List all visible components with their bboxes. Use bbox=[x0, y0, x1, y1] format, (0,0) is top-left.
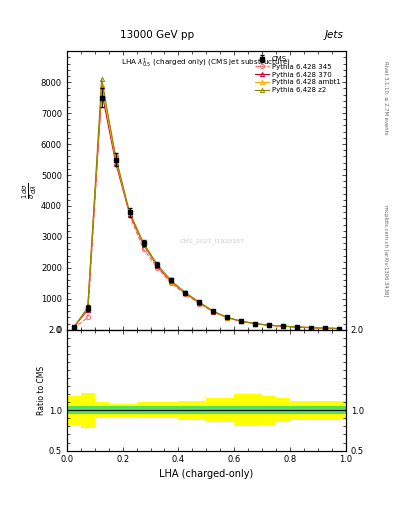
Pythia 6.428 370 bbox=[141, 242, 146, 248]
Pythia 6.428 370 bbox=[197, 300, 202, 306]
Pythia 6.428 z2 bbox=[72, 324, 76, 330]
Pythia 6.428 370 bbox=[225, 314, 230, 321]
Pythia 6.428 ambt1 bbox=[169, 279, 174, 285]
Pythia 6.428 z2 bbox=[225, 314, 230, 321]
Pythia 6.428 370 bbox=[113, 160, 118, 166]
Pythia 6.428 370 bbox=[99, 89, 104, 95]
Pythia 6.428 345 bbox=[225, 315, 230, 321]
Pythia 6.428 z2 bbox=[323, 325, 327, 331]
Pythia 6.428 z2 bbox=[183, 290, 188, 296]
Pythia 6.428 345 bbox=[85, 314, 90, 321]
Pythia 6.428 z2 bbox=[295, 324, 299, 330]
Pythia 6.428 ambt1 bbox=[85, 305, 90, 311]
Pythia 6.428 ambt1 bbox=[141, 241, 146, 247]
Pythia 6.428 345 bbox=[309, 325, 313, 331]
Pythia 6.428 ambt1 bbox=[309, 325, 313, 331]
Pythia 6.428 ambt1 bbox=[211, 308, 216, 314]
Pythia 6.428 345 bbox=[239, 318, 244, 325]
Pythia 6.428 345 bbox=[113, 154, 118, 160]
Pythia 6.428 370 bbox=[295, 324, 299, 330]
Pythia 6.428 ambt1 bbox=[323, 325, 327, 331]
Y-axis label: Ratio to CMS: Ratio to CMS bbox=[37, 366, 46, 415]
Pythia 6.428 345 bbox=[155, 265, 160, 271]
Pythia 6.428 345 bbox=[211, 309, 216, 315]
Pythia 6.428 370 bbox=[253, 321, 257, 327]
Line: Pythia 6.428 370: Pythia 6.428 370 bbox=[72, 90, 341, 331]
Pythia 6.428 z2 bbox=[85, 305, 90, 311]
Text: Jets: Jets bbox=[325, 30, 344, 40]
Pythia 6.428 370 bbox=[183, 290, 188, 296]
Pythia 6.428 ambt1 bbox=[295, 324, 299, 330]
Pythia 6.428 ambt1 bbox=[155, 262, 160, 268]
Pythia 6.428 370 bbox=[309, 325, 313, 331]
Line: Pythia 6.428 z2: Pythia 6.428 z2 bbox=[72, 77, 341, 331]
Text: mcplots.cern.ch [arXiv:1306.3436]: mcplots.cern.ch [arXiv:1306.3436] bbox=[383, 205, 388, 296]
Pythia 6.428 370 bbox=[155, 263, 160, 269]
Pythia 6.428 ambt1 bbox=[281, 323, 285, 329]
Pythia 6.428 ambt1 bbox=[239, 318, 244, 324]
Pythia 6.428 z2 bbox=[99, 76, 104, 82]
Pythia 6.428 345 bbox=[323, 325, 327, 331]
Pythia 6.428 z2 bbox=[141, 240, 146, 246]
Pythia 6.428 z2 bbox=[281, 323, 285, 329]
Pythia 6.428 345 bbox=[295, 324, 299, 330]
Pythia 6.428 345 bbox=[183, 291, 188, 297]
Pythia 6.428 z2 bbox=[155, 262, 160, 268]
Pythia 6.428 345 bbox=[99, 86, 104, 92]
X-axis label: LHA (charged-only): LHA (charged-only) bbox=[159, 468, 253, 479]
Y-axis label: $\frac{1}{\sigma}\frac{d\sigma}{d\lambda}$: $\frac{1}{\sigma}\frac{d\sigma}{d\lambda… bbox=[21, 182, 39, 199]
Pythia 6.428 370 bbox=[281, 323, 285, 329]
Pythia 6.428 z2 bbox=[267, 322, 272, 328]
Pythia 6.428 z2 bbox=[127, 209, 132, 215]
Line: Pythia 6.428 ambt1: Pythia 6.428 ambt1 bbox=[72, 83, 341, 331]
Pythia 6.428 370 bbox=[85, 307, 90, 313]
Pythia 6.428 370 bbox=[267, 322, 272, 328]
Pythia 6.428 ambt1 bbox=[336, 326, 341, 332]
Pythia 6.428 ambt1 bbox=[183, 290, 188, 296]
Pythia 6.428 ambt1 bbox=[113, 157, 118, 163]
Pythia 6.428 345 bbox=[141, 246, 146, 252]
Pythia 6.428 z2 bbox=[113, 154, 118, 160]
Line: Pythia 6.428 345: Pythia 6.428 345 bbox=[72, 86, 341, 331]
Pythia 6.428 345 bbox=[127, 212, 132, 218]
Pythia 6.428 ambt1 bbox=[225, 314, 230, 321]
Pythia 6.428 345 bbox=[336, 326, 341, 332]
Pythia 6.428 345 bbox=[281, 323, 285, 329]
Pythia 6.428 370 bbox=[169, 279, 174, 285]
Text: LHA $\lambda^{1}_{0.5}$ (charged only) (CMS jet substructure): LHA $\lambda^{1}_{0.5}$ (charged only) (… bbox=[121, 57, 291, 70]
Pythia 6.428 z2 bbox=[309, 325, 313, 331]
Legend: CMS, Pythia 6.428 345, Pythia 6.428 370, Pythia 6.428 ambt1, Pythia 6.428 z2: CMS, Pythia 6.428 345, Pythia 6.428 370,… bbox=[253, 53, 344, 96]
Pythia 6.428 345 bbox=[253, 321, 257, 327]
Pythia 6.428 ambt1 bbox=[72, 324, 76, 330]
Pythia 6.428 370 bbox=[72, 324, 76, 330]
Pythia 6.428 ambt1 bbox=[127, 210, 132, 216]
Text: 13000 GeV pp: 13000 GeV pp bbox=[120, 30, 194, 40]
Pythia 6.428 ambt1 bbox=[253, 321, 257, 327]
Pythia 6.428 370 bbox=[336, 326, 341, 332]
Pythia 6.428 ambt1 bbox=[197, 300, 202, 306]
Pythia 6.428 370 bbox=[127, 210, 132, 217]
Pythia 6.428 ambt1 bbox=[99, 82, 104, 89]
Pythia 6.428 345 bbox=[267, 322, 272, 328]
Text: CMS_2021_I1920187: CMS_2021_I1920187 bbox=[180, 238, 244, 244]
Pythia 6.428 z2 bbox=[239, 318, 244, 324]
Pythia 6.428 370 bbox=[239, 318, 244, 325]
Pythia 6.428 ambt1 bbox=[267, 322, 272, 328]
Pythia 6.428 z2 bbox=[336, 326, 341, 332]
Pythia 6.428 z2 bbox=[211, 308, 216, 314]
Pythia 6.428 370 bbox=[211, 309, 216, 315]
Pythia 6.428 370 bbox=[323, 325, 327, 331]
Text: Rivet 3.1.10, ≥ 2.7M events: Rivet 3.1.10, ≥ 2.7M events bbox=[383, 61, 388, 135]
Pythia 6.428 z2 bbox=[253, 321, 257, 327]
Pythia 6.428 z2 bbox=[169, 278, 174, 284]
Pythia 6.428 345 bbox=[169, 280, 174, 286]
Pythia 6.428 z2 bbox=[197, 299, 202, 305]
Pythia 6.428 345 bbox=[72, 325, 76, 331]
Pythia 6.428 345 bbox=[197, 301, 202, 307]
